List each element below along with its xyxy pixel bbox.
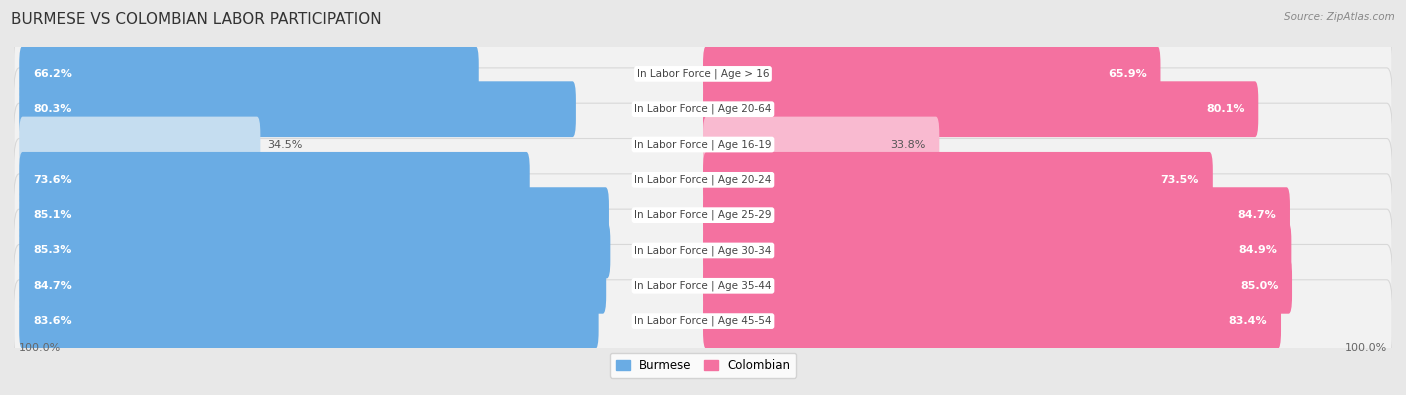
- Legend: Burmese, Colombian: Burmese, Colombian: [610, 353, 796, 378]
- FancyBboxPatch shape: [20, 258, 606, 314]
- Text: 85.3%: 85.3%: [32, 245, 72, 256]
- Text: 100.0%: 100.0%: [1344, 342, 1386, 353]
- FancyBboxPatch shape: [703, 117, 939, 173]
- FancyBboxPatch shape: [703, 258, 1292, 314]
- Text: 83.6%: 83.6%: [32, 316, 72, 326]
- FancyBboxPatch shape: [20, 117, 260, 173]
- Text: 85.0%: 85.0%: [1240, 281, 1278, 291]
- FancyBboxPatch shape: [14, 32, 1392, 115]
- FancyBboxPatch shape: [14, 103, 1392, 186]
- FancyBboxPatch shape: [703, 81, 1258, 137]
- Text: In Labor Force | Age 16-19: In Labor Force | Age 16-19: [634, 139, 772, 150]
- FancyBboxPatch shape: [14, 139, 1392, 221]
- FancyBboxPatch shape: [20, 222, 610, 278]
- Text: In Labor Force | Age 45-54: In Labor Force | Age 45-54: [634, 316, 772, 326]
- Text: 73.6%: 73.6%: [32, 175, 72, 185]
- Text: In Labor Force | Age 25-29: In Labor Force | Age 25-29: [634, 210, 772, 220]
- FancyBboxPatch shape: [14, 209, 1392, 292]
- FancyBboxPatch shape: [703, 152, 1213, 208]
- Text: 73.5%: 73.5%: [1161, 175, 1199, 185]
- FancyBboxPatch shape: [14, 174, 1392, 256]
- FancyBboxPatch shape: [20, 152, 530, 208]
- Text: 33.8%: 33.8%: [890, 139, 925, 150]
- Text: 80.3%: 80.3%: [32, 104, 72, 114]
- FancyBboxPatch shape: [20, 81, 576, 137]
- FancyBboxPatch shape: [703, 293, 1281, 349]
- Text: 65.9%: 65.9%: [1108, 69, 1147, 79]
- FancyBboxPatch shape: [703, 187, 1289, 243]
- Text: In Labor Force | Age 20-64: In Labor Force | Age 20-64: [634, 104, 772, 115]
- Text: 34.5%: 34.5%: [267, 139, 302, 150]
- FancyBboxPatch shape: [703, 46, 1160, 102]
- Text: Source: ZipAtlas.com: Source: ZipAtlas.com: [1284, 12, 1395, 22]
- Text: 84.9%: 84.9%: [1239, 245, 1278, 256]
- Text: 84.7%: 84.7%: [32, 281, 72, 291]
- Text: 100.0%: 100.0%: [20, 342, 62, 353]
- FancyBboxPatch shape: [14, 280, 1392, 363]
- Text: 84.7%: 84.7%: [1237, 210, 1277, 220]
- Text: 83.4%: 83.4%: [1229, 316, 1267, 326]
- FancyBboxPatch shape: [703, 222, 1291, 278]
- Text: 66.2%: 66.2%: [32, 69, 72, 79]
- FancyBboxPatch shape: [20, 46, 479, 102]
- Text: In Labor Force | Age 20-24: In Labor Force | Age 20-24: [634, 175, 772, 185]
- FancyBboxPatch shape: [14, 68, 1392, 150]
- Text: 80.1%: 80.1%: [1206, 104, 1244, 114]
- Text: In Labor Force | Age > 16: In Labor Force | Age > 16: [637, 69, 769, 79]
- Text: In Labor Force | Age 35-44: In Labor Force | Age 35-44: [634, 280, 772, 291]
- FancyBboxPatch shape: [20, 187, 609, 243]
- Text: BURMESE VS COLOMBIAN LABOR PARTICIPATION: BURMESE VS COLOMBIAN LABOR PARTICIPATION: [11, 12, 382, 27]
- FancyBboxPatch shape: [20, 293, 599, 349]
- Text: In Labor Force | Age 30-34: In Labor Force | Age 30-34: [634, 245, 772, 256]
- Text: 85.1%: 85.1%: [32, 210, 72, 220]
- FancyBboxPatch shape: [14, 245, 1392, 327]
